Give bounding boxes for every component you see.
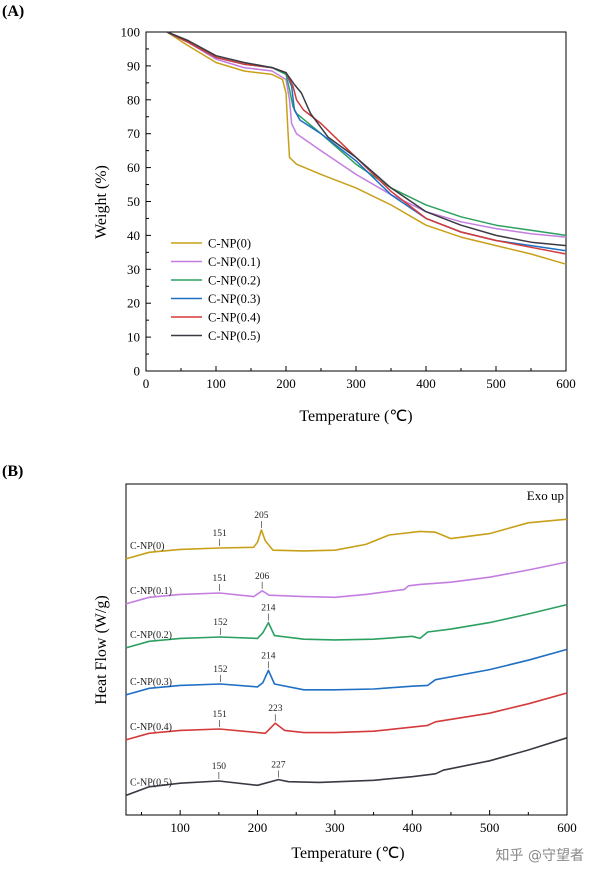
dsc-series-line xyxy=(125,648,568,696)
panel-b-label: (B) xyxy=(2,463,23,480)
exo-up-annotation: Exo up xyxy=(527,488,564,503)
dsc-peak-label: 151 xyxy=(212,710,227,720)
dsc-series-label: C-NP(0.3) xyxy=(130,677,172,688)
dsc-series-line xyxy=(125,692,568,741)
tga-x-tick-label: 100 xyxy=(206,376,226,391)
dsc-plot-frame xyxy=(125,483,568,816)
dsc-series-line xyxy=(125,561,568,605)
watermark-text: 知乎 @守望者 xyxy=(496,847,584,864)
tga-y-tick-label: 20 xyxy=(127,296,140,311)
dsc-series-label: C-NP(0.2) xyxy=(130,630,172,641)
dsc-x-axis-title: Temperature (℃) xyxy=(291,845,404,862)
tga-y-tick-label: 40 xyxy=(127,228,140,243)
dsc-series-label: C-NP(0) xyxy=(130,541,164,552)
tga-y-tick-label: 90 xyxy=(127,58,140,73)
dsc-series-line xyxy=(125,737,568,797)
tga-legend-label: C-NP(0.5) xyxy=(208,329,260,343)
tga-y-tick-label: 0 xyxy=(134,364,141,379)
dsc-peak-label: 150 xyxy=(212,762,227,772)
dsc-peak-label: 205 xyxy=(254,511,269,521)
tga-x-axis-title: Temperature (℃) xyxy=(299,408,412,425)
tga-legend-label: C-NP(0.3) xyxy=(208,292,260,306)
tga-legend: C-NP(0) C-NP(0.1) C-NP(0.2) C-NP(0.3) C-NP(0… xyxy=(171,237,260,343)
dsc-peak-label: 214 xyxy=(261,604,276,614)
tga-chart-panel: (A) 0 100 200 300 400 500 600 0 10 20 30 40 50 60 70 8… xyxy=(2,3,576,425)
tga-series-line xyxy=(166,31,567,265)
tga-x-tick-label: 200 xyxy=(276,376,296,391)
dsc-x-axis: 100 200 300 400 500 600 xyxy=(140,810,577,835)
dsc-x-tick-label: 600 xyxy=(557,820,577,835)
tga-series-line xyxy=(166,31,567,255)
tga-series-line xyxy=(166,31,567,238)
dsc-peak-label: 151 xyxy=(212,529,227,539)
dsc-peak-label: 152 xyxy=(213,618,228,628)
tga-y-axis-title: Weight (%) xyxy=(93,165,110,239)
tga-y-tick-label: 100 xyxy=(121,25,141,40)
dsc-peak-label: 206 xyxy=(255,572,270,582)
dsc-series-line xyxy=(125,518,568,560)
dsc-series-label: C-NP(0.4) xyxy=(130,722,172,733)
dsc-chart-panel: (B) 100 200 300 400 500 600 C-NP(0)151205C-NP… xyxy=(2,463,577,862)
tga-y-tick-label: 50 xyxy=(127,194,140,209)
dsc-y-axis-title: Heat Flow (W/g) xyxy=(93,595,110,704)
tga-y-tick-label: 80 xyxy=(127,92,140,107)
tga-y-tick-label: 10 xyxy=(127,330,140,345)
tga-y-tick-label: 60 xyxy=(127,160,140,175)
dsc-series-label: C-NP(0.1) xyxy=(130,586,172,597)
dsc-peak-label: 214 xyxy=(261,651,276,661)
tga-x-tick-label: 0 xyxy=(143,376,150,391)
tga-series-lines xyxy=(166,31,567,265)
dsc-peak-label: 152 xyxy=(213,665,228,675)
tga-series-line xyxy=(166,31,567,252)
tga-legend-label: C-NP(0.4) xyxy=(208,311,260,325)
dsc-x-tick-label: 500 xyxy=(480,820,500,835)
tga-x-tick-label: 400 xyxy=(416,376,436,391)
tga-legend-label: C-NP(0.2) xyxy=(208,274,260,288)
tga-x-tick-label: 300 xyxy=(346,376,366,391)
dsc-x-tick-label: 300 xyxy=(325,820,345,835)
dsc-x-tick-label: 200 xyxy=(248,820,268,835)
tga-series-line xyxy=(166,31,567,247)
dsc-peak-label: 223 xyxy=(268,704,283,714)
panel-a-label: (A) xyxy=(2,3,24,20)
dsc-series-lines: C-NP(0) 151 205 C-NP(0.1) 151 206 C-NP(0.2) 152… xyxy=(125,511,568,797)
dsc-peak-label: 151 xyxy=(212,574,227,584)
tga-legend-label: C-NP(0.1) xyxy=(208,255,260,269)
tga-x-axis: 0 100 200 300 400 500 600 xyxy=(143,366,576,391)
tga-y-axis: 0 10 20 30 40 50 60 70 80 90 100 xyxy=(121,25,151,379)
tga-x-tick-label: 600 xyxy=(556,376,576,391)
tga-y-tick-label: 70 xyxy=(127,126,140,141)
dsc-series-line xyxy=(125,603,568,649)
dsc-x-tick-label: 100 xyxy=(170,820,190,835)
tga-x-tick-label: 500 xyxy=(486,376,506,391)
tga-y-tick-label: 30 xyxy=(127,262,140,277)
tga-legend-label: C-NP(0) xyxy=(208,237,251,251)
dsc-peak-label: 227 xyxy=(271,761,286,771)
dsc-series-label: C-NP(0.5) xyxy=(130,777,172,788)
dsc-x-tick-label: 400 xyxy=(403,820,423,835)
